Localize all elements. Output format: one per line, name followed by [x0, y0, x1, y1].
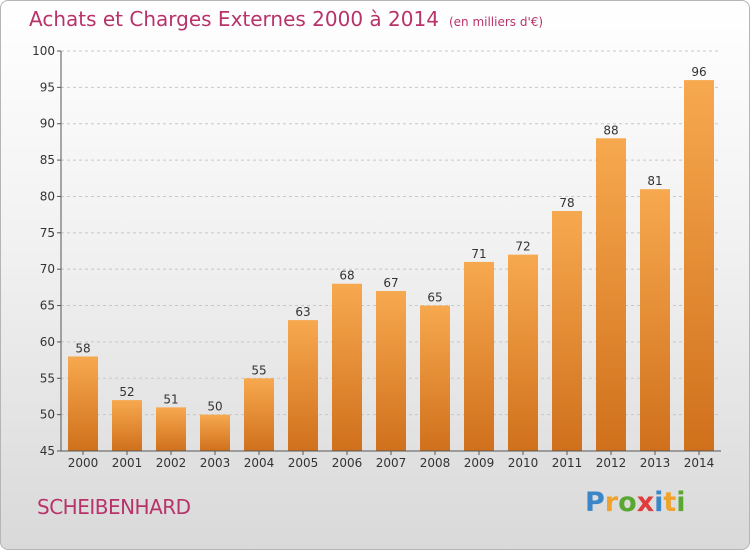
x-tick-label-2007: 2007 [376, 456, 407, 470]
x-tick-label-2008: 2008 [420, 456, 451, 470]
x-tick-label-2002: 2002 [156, 456, 187, 470]
chart-unit: (en milliers d'€) [448, 15, 544, 29]
labels: 45 50 55 60 65 70 75 80 85 90 95 100 58 2000 52 2001 51 2… [32, 44, 714, 470]
value-label-2004: 55 [251, 363, 266, 377]
y-tick-label: 75 [40, 226, 55, 240]
bar-2011 [552, 211, 582, 451]
value-label-2012: 88 [603, 123, 618, 137]
logo-letter: P [585, 487, 605, 518]
bar-2003 [200, 414, 230, 451]
y-tick-label: 60 [40, 335, 55, 349]
x-tick-label-2000: 2000 [68, 456, 99, 470]
value-label-2008: 65 [427, 291, 442, 305]
x-tick-label-2003: 2003 [200, 456, 231, 470]
x-tick-label-2013: 2013 [640, 456, 671, 470]
chart-title-text: Achats et Charges Externes 2000 à 2014 [29, 7, 439, 31]
value-label-2006: 68 [339, 269, 354, 283]
x-tick-label-2014: 2014 [684, 456, 715, 470]
x-tick-label-2001: 2001 [112, 456, 143, 470]
bar-2012 [596, 138, 626, 452]
bar-2000 [68, 356, 98, 451]
commune-name: SCHEIBENHARD [37, 495, 191, 519]
bar-2005 [288, 320, 318, 451]
logo-letter: i [654, 487, 664, 518]
value-label-2010: 72 [515, 240, 530, 254]
y-tick-label: 50 [40, 408, 55, 422]
value-label-2002: 51 [163, 392, 178, 406]
value-label-2003: 50 [207, 400, 222, 414]
bar-2013 [640, 189, 670, 451]
bar-2009 [464, 261, 494, 451]
value-label-2000: 58 [75, 341, 90, 355]
bar-2001 [112, 400, 142, 451]
bar-2002 [156, 407, 186, 451]
value-label-2014: 96 [691, 65, 706, 79]
y-tick-label: 90 [40, 117, 55, 131]
bar-2008 [420, 305, 450, 451]
y-tick-label: 85 [40, 153, 55, 167]
y-tick-label: 65 [40, 299, 55, 313]
logo-letter: i [676, 487, 686, 518]
bar-2010 [508, 254, 538, 451]
y-tick-label: 55 [40, 371, 55, 385]
y-tick-label: 100 [32, 44, 55, 58]
x-tick-label-2012: 2012 [596, 456, 627, 470]
x-tick-label-2004: 2004 [244, 456, 275, 470]
bar-2007 [376, 291, 406, 451]
bar-2014 [684, 80, 714, 451]
bar-2004 [244, 378, 274, 451]
value-label-2007: 67 [383, 276, 398, 290]
value-label-2009: 71 [471, 247, 486, 261]
proxiti-logo: Proxiti [585, 487, 686, 518]
value-label-2013: 81 [647, 174, 662, 188]
chart-title: Achats et Charges Externes 2000 à 2014 (e… [29, 7, 543, 31]
x-tick-label-2005: 2005 [288, 456, 319, 470]
y-tick-label: 95 [40, 80, 55, 94]
y-tick-label: 45 [40, 444, 55, 458]
logo-letter: t [663, 487, 677, 518]
y-tick-label: 70 [40, 262, 55, 276]
logo-letter: r [604, 487, 619, 518]
x-tick-label-2006: 2006 [332, 456, 363, 470]
logo-letter: x [636, 487, 655, 518]
bars [68, 80, 714, 452]
value-label-2001: 52 [119, 385, 134, 399]
value-label-2005: 63 [295, 305, 310, 319]
value-label-2011: 78 [559, 196, 574, 210]
axes [57, 50, 721, 455]
logo-letter: o [618, 487, 637, 518]
x-tick-label-2009: 2009 [464, 456, 495, 470]
x-tick-label-2010: 2010 [508, 456, 539, 470]
y-tick-label: 80 [40, 189, 55, 203]
x-tick-label-2011: 2011 [552, 456, 583, 470]
bar-2006 [332, 283, 362, 451]
